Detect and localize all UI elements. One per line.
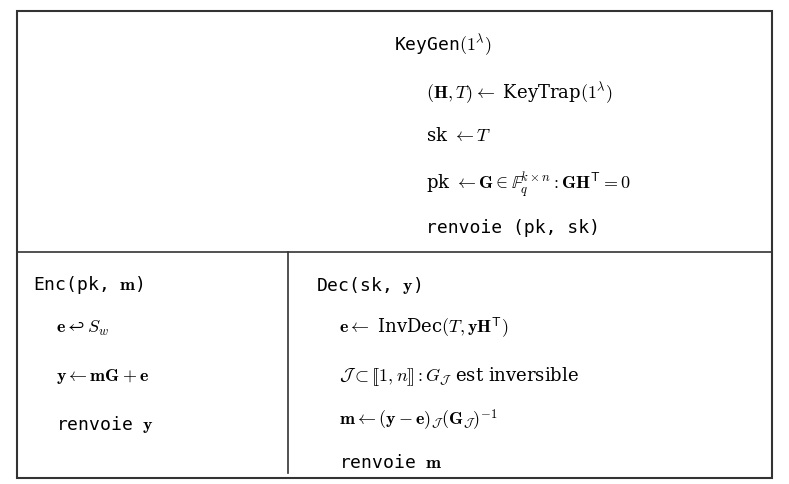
Text: $\mathbf{y} \leftarrow \mathbf{m}\mathbf{G} + \mathbf{e}$: $\mathbf{y} \leftarrow \mathbf{m}\mathbf… (57, 367, 150, 386)
Text: KeyGen$(1^\lambda)$: KeyGen$(1^\lambda)$ (394, 32, 492, 58)
Text: $\mathbf{e} \leftarrow$ InvDec$(T, \mathbf{y}\mathbf{H}^{\mathsf{T}})$: $\mathbf{e} \leftarrow$ InvDec$(T, \math… (339, 316, 509, 341)
Text: $\mathbf{m} \leftarrow (\mathbf{y} - \mathbf{e})_{\mathcal{J}}(\mathbf{G}_{\math: $\mathbf{m} \leftarrow (\mathbf{y} - \ma… (339, 408, 499, 433)
Text: renvoie $\mathbf{y}$: renvoie $\mathbf{y}$ (57, 414, 154, 436)
Text: renvoie $\mathbf{m}$: renvoie $\mathbf{m}$ (339, 454, 443, 472)
FancyBboxPatch shape (17, 11, 772, 478)
Text: Enc(pk, $\mathbf{m}$): Enc(pk, $\mathbf{m}$) (33, 274, 144, 296)
Text: Dec(sk, $\mathbf{y}$): Dec(sk, $\mathbf{y}$) (316, 275, 421, 296)
Text: pk $\leftarrow \mathbf{G} \in \mathbb{F}_q^{k\times n} : \mathbf{G}\mathbf{H}^{\: pk $\leftarrow \mathbf{G} \in \mathbb{F}… (426, 170, 631, 199)
Text: sk $\leftarrow T$: sk $\leftarrow T$ (426, 127, 491, 145)
Text: $\mathbf{e} \hookleftarrow S_w$: $\mathbf{e} \hookleftarrow S_w$ (57, 319, 110, 338)
Text: $(\mathbf{H}, T) \leftarrow$ KeyTrap$(1^\lambda)$: $(\mathbf{H}, T) \leftarrow$ KeyTrap$(1^… (426, 80, 613, 106)
Text: renvoie (pk, sk): renvoie (pk, sk) (426, 219, 600, 237)
Text: $\mathcal{J} \subset [\![1, n]\!] : G_{\mathcal{J}}$ est inversible: $\mathcal{J} \subset [\![1, n]\!] : G_{\… (339, 365, 579, 388)
